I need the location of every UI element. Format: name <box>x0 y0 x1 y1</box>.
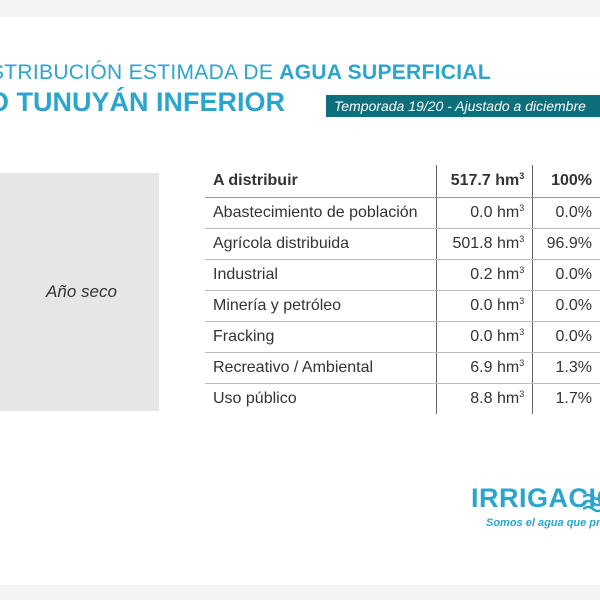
title-line-1: STRIBUCIÓN ESTIMADA DE AGUA SUPERFICIAL <box>0 61 491 85</box>
unit-exponent: 3 <box>519 203 525 213</box>
row-label: Minería y petróleo <box>205 290 437 322</box>
unit-exponent: 3 <box>519 296 525 306</box>
scenario-panel: Año seco <box>0 173 159 411</box>
unit-exponent: 3 <box>519 358 525 368</box>
title-highlight: AGUA SUPERFICIAL <box>279 61 491 84</box>
table-row: Agrícola distribuida 501.8 hm3 96.9% <box>205 228 600 260</box>
brand-tagline: Somos el agua que producimos <box>486 517 600 529</box>
row-label: Fracking <box>205 321 437 353</box>
table-row: Recreativo / Ambiental 6.9 hm3 1.3% <box>205 352 600 384</box>
row-percent: 0.0% <box>532 321 600 353</box>
waves-icon <box>583 493 600 513</box>
row-label: A distribuir <box>205 165 437 198</box>
table-row: Uso público 8.8 hm3 1.7% <box>205 383 600 414</box>
table-row: Minería y petróleo 0.0 hm3 0.0% <box>205 290 600 322</box>
table-row: Industrial 0.2 hm3 0.0% <box>205 259 600 291</box>
table-row: Fracking 0.0 hm3 0.0% <box>205 321 600 353</box>
unit-exponent: 3 <box>519 327 525 337</box>
unit-exponent: 3 <box>519 234 525 244</box>
title-prefix: STRIBUCIÓN ESTIMADA DE <box>0 61 280 84</box>
distribution-table: A distribuir 517.7 hm3 100% Abastecimiento … <box>205 165 600 414</box>
unit-exponent: 3 <box>519 265 525 275</box>
row-percent: 0.0% <box>532 259 600 291</box>
season-banner: Temporada 19/20 - Ajustado a diciembre <box>326 95 600 117</box>
unit-exponent: 3 <box>519 171 525 181</box>
unit-exponent: 3 <box>519 389 525 399</box>
row-percent: 0.0% <box>532 197 600 229</box>
row-percent: 100% <box>532 165 600 198</box>
row-percent: 96.9% <box>532 228 600 260</box>
row-volume: 8.8 hm3 <box>435 383 533 414</box>
row-volume: 0.0 hm3 <box>435 290 533 322</box>
row-percent: 1.7% <box>532 383 600 414</box>
table-total-row: A distribuir 517.7 hm3 100% <box>205 165 600 198</box>
infographic-card: STRIBUCIÓN ESTIMADA DE AGUA SUPERFICIAL … <box>0 17 600 585</box>
row-label: Industrial <box>205 259 437 291</box>
row-volume: 0.0 hm3 <box>435 321 533 353</box>
row-volume: 501.8 hm3 <box>435 228 533 260</box>
row-label: Abastecimiento de población <box>205 197 437 229</box>
scenario-label: Año seco <box>46 282 117 301</box>
table-row: Abastecimiento de población 0.0 hm3 0.0% <box>205 197 600 229</box>
row-volume: 517.7 hm3 <box>435 165 533 198</box>
row-volume: 0.0 hm3 <box>435 197 533 229</box>
title-line-2: O TUNUYÁN INFERIOR <box>0 87 285 117</box>
brand-logo: IRRIGACIÓN <box>471 483 600 513</box>
row-label: Uso público <box>213 390 297 407</box>
row-volume: 6.9 hm3 <box>435 352 533 384</box>
row-label: Recreativo / Ambiental <box>205 352 437 384</box>
row-percent: 1.3% <box>532 352 600 384</box>
row-label: Agrícola distribuida <box>205 228 437 260</box>
row-volume: 0.2 hm3 <box>435 259 533 291</box>
row-percent: 0.0% <box>532 290 600 322</box>
